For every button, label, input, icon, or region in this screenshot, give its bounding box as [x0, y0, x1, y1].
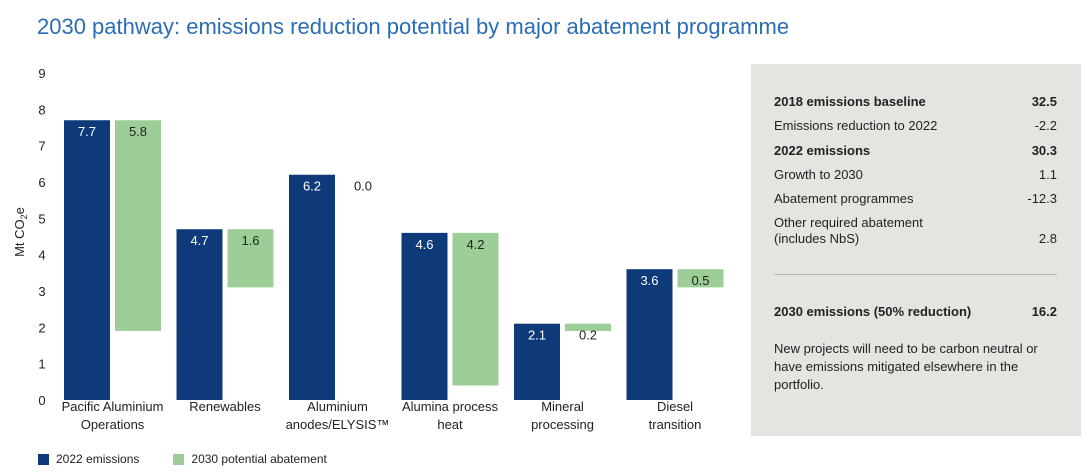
summary-row-abatement: Abatement programmes -12.3: [774, 191, 1057, 207]
summary-row-reduction-2022: Emissions reduction to 2022 -2.2: [774, 118, 1057, 134]
y-tick-label: 1: [38, 357, 45, 372]
bar-2030-abatement: [565, 323, 611, 331]
y-tick-label: 9: [38, 66, 45, 81]
x-tick-label: Alumina process heat: [402, 399, 499, 432]
row-value: 32.5: [1031, 94, 1057, 109]
bar-label-2022: 4.7: [190, 233, 208, 248]
y-tick-label: 0: [38, 393, 45, 408]
chart-title: 2030 pathway: emissions reduction potent…: [37, 14, 790, 39]
legend-label-2022: 2022 emissions: [56, 452, 140, 466]
x-tick-label: Diesel transition: [649, 399, 702, 432]
y-tick-label: 2: [38, 320, 45, 335]
summary-row-total: 2030 emissions (50% reduction) 16.2: [774, 304, 1057, 320]
bar-2030-abatement: [452, 232, 499, 386]
bar-label-2022: 7.7: [78, 124, 96, 139]
summary-divider: [774, 274, 1057, 275]
bar-label-2030: 0.0: [354, 179, 372, 194]
x-tick-label: Mineral processing: [531, 399, 594, 432]
bar-label-2022: 2.1: [528, 328, 546, 343]
summary-row-growth: Growth to 2030 1.1: [774, 167, 1057, 183]
bar-label-2030: 5.8: [129, 124, 147, 139]
summary-row-2022-emissions: 2022 emissions 30.3: [774, 143, 1057, 159]
bar-label-2030: 0.2: [579, 328, 597, 343]
row-label: 2022 emissions: [774, 143, 871, 158]
legend-item-2022: 2022 emissions: [38, 452, 139, 466]
y-tick-label: 4: [38, 248, 45, 263]
bar-label-2022: 4.6: [415, 237, 433, 252]
bar-chart: Mt CO2e 0 1 2 3 4 5 6 7 8 9 7.7 5.8 4.7 1.6 6.2 0.0 4.6…: [12, 66, 724, 432]
bar-2022-emissions: [626, 269, 673, 400]
bar-2030-abatement: [227, 229, 274, 288]
y-tick-label: 5: [38, 211, 45, 226]
row-value: 30.3: [1031, 143, 1057, 158]
legend-swatch-2030: [173, 453, 185, 465]
bar-label-2022: 6.2: [303, 179, 321, 194]
y-tick-label: 3: [38, 284, 45, 299]
bar-label-2030: 4.2: [466, 237, 484, 252]
legend-label-2030: 2030 potential abatement: [191, 452, 327, 466]
row-value: 2.8: [1038, 231, 1057, 246]
bar-2022-emissions: [64, 120, 110, 400]
row-value: -12.3: [1027, 191, 1057, 206]
y-tick-label: 8: [38, 102, 45, 117]
summary-panel: 2018 emissions baseline 32.5 Emissions r…: [751, 64, 1081, 436]
row-label: Growth to 2030: [774, 167, 863, 182]
bar-2022-emissions: [176, 229, 223, 400]
row-value: 1.1: [1038, 167, 1057, 182]
x-tick-label: Aluminium anodes/ELYSIS™: [286, 399, 390, 432]
bar-label-2030: 1.6: [241, 233, 259, 248]
bar-label-2030: 0.5: [691, 273, 709, 288]
y-tick-label: 6: [38, 175, 45, 190]
chart-legend: 2022 emissions 2030 potential abatement: [38, 452, 327, 466]
bar-2022-emissions: [514, 323, 560, 400]
summary-note: New projects will need to be carbon neut…: [774, 341, 1038, 392]
bar-2030-abatement: [115, 120, 161, 331]
bar-2030-abatement: [677, 269, 724, 288]
row-value: 16.2: [1031, 304, 1057, 319]
y-tick-label: 7: [38, 139, 45, 154]
row-label: 2018 emissions baseline: [774, 94, 926, 109]
bar-2022-emissions: [289, 174, 335, 400]
row-label: 2030 emissions (50% reduction): [774, 304, 972, 319]
legend-swatch-2022: [38, 453, 49, 465]
x-tick-label: Pacific Aluminium Operations: [62, 399, 164, 432]
bar-label-2022: 3.6: [640, 273, 658, 288]
bar-2022-emissions: [401, 232, 448, 400]
row-label: Abatement programmes: [774, 191, 914, 206]
y-axis-label: Mt CO2e: [12, 207, 29, 257]
row-value: -2.2: [1034, 118, 1057, 133]
row-label: Other required abatement (includes NbS): [774, 215, 923, 246]
x-tick-label: Renewables: [189, 399, 261, 414]
summary-row-baseline: 2018 emissions baseline 32.5: [774, 94, 1057, 110]
summary-row-other: Other required abatement (includes NbS) …: [774, 215, 1057, 247]
row-label: Emissions reduction to 2022: [774, 118, 938, 133]
legend-item-2030: 2030 potential abatement: [173, 452, 327, 466]
